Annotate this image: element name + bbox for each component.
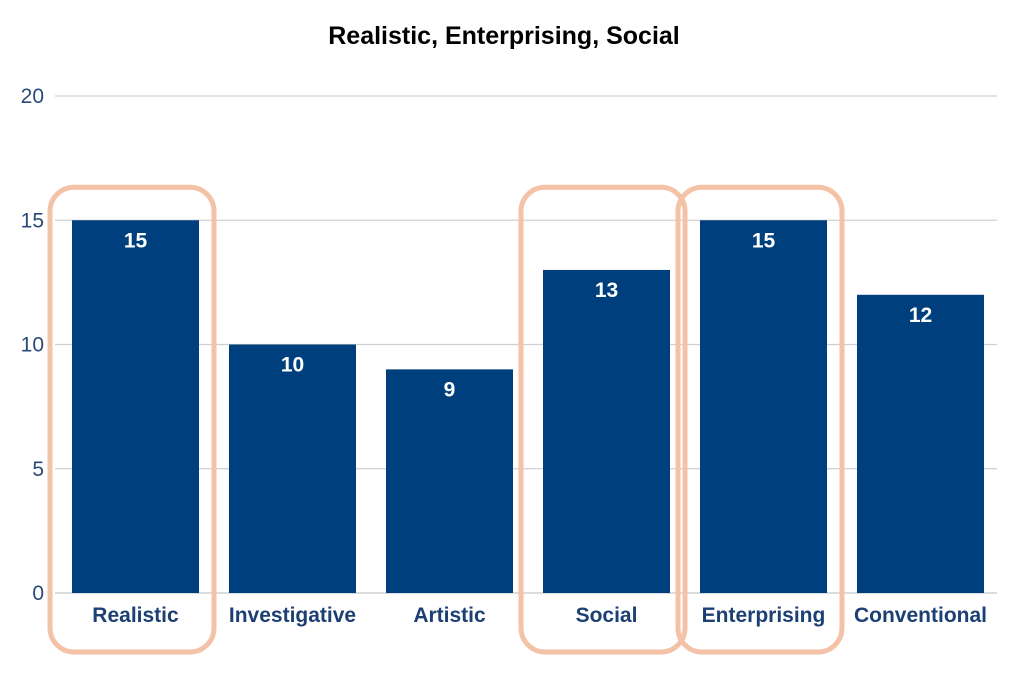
bar — [857, 294, 984, 593]
data-label: 15 — [752, 229, 776, 252]
x-tick-label: Realistic — [92, 604, 179, 627]
bar — [72, 220, 199, 593]
bar — [700, 220, 827, 593]
data-label: 10 — [281, 354, 304, 377]
y-tick-label: 5 — [32, 458, 44, 481]
labels: 0 5 10 15 20 15 Realistic 10 Investigative 9 Artis… — [21, 85, 987, 627]
x-tick-label: Investigative — [229, 604, 356, 627]
x-tick-label: Social — [576, 604, 638, 627]
data-label: 13 — [595, 279, 618, 302]
y-tick-label: 10 — [21, 334, 44, 357]
chart-title: Realistic, Enterprising, Social — [328, 22, 680, 50]
bars — [72, 220, 984, 593]
highlight-box — [675, 184, 845, 655]
x-tick-label: Artistic — [413, 604, 486, 627]
data-label: 12 — [909, 304, 932, 327]
y-tick-label: 20 — [21, 85, 44, 108]
x-tick-label: Conventional — [854, 604, 987, 627]
highlight-boxes — [47, 184, 845, 655]
highlight-box — [518, 184, 688, 655]
bar — [543, 269, 670, 593]
y-tick-label: 15 — [21, 209, 44, 232]
bar — [386, 369, 513, 593]
x-tick-label: Enterprising — [702, 604, 826, 627]
highlight-box — [47, 184, 217, 655]
y-tick-label: 0 — [32, 582, 44, 605]
data-label: 9 — [444, 378, 456, 401]
bar — [229, 344, 356, 593]
data-label: 15 — [124, 229, 148, 252]
